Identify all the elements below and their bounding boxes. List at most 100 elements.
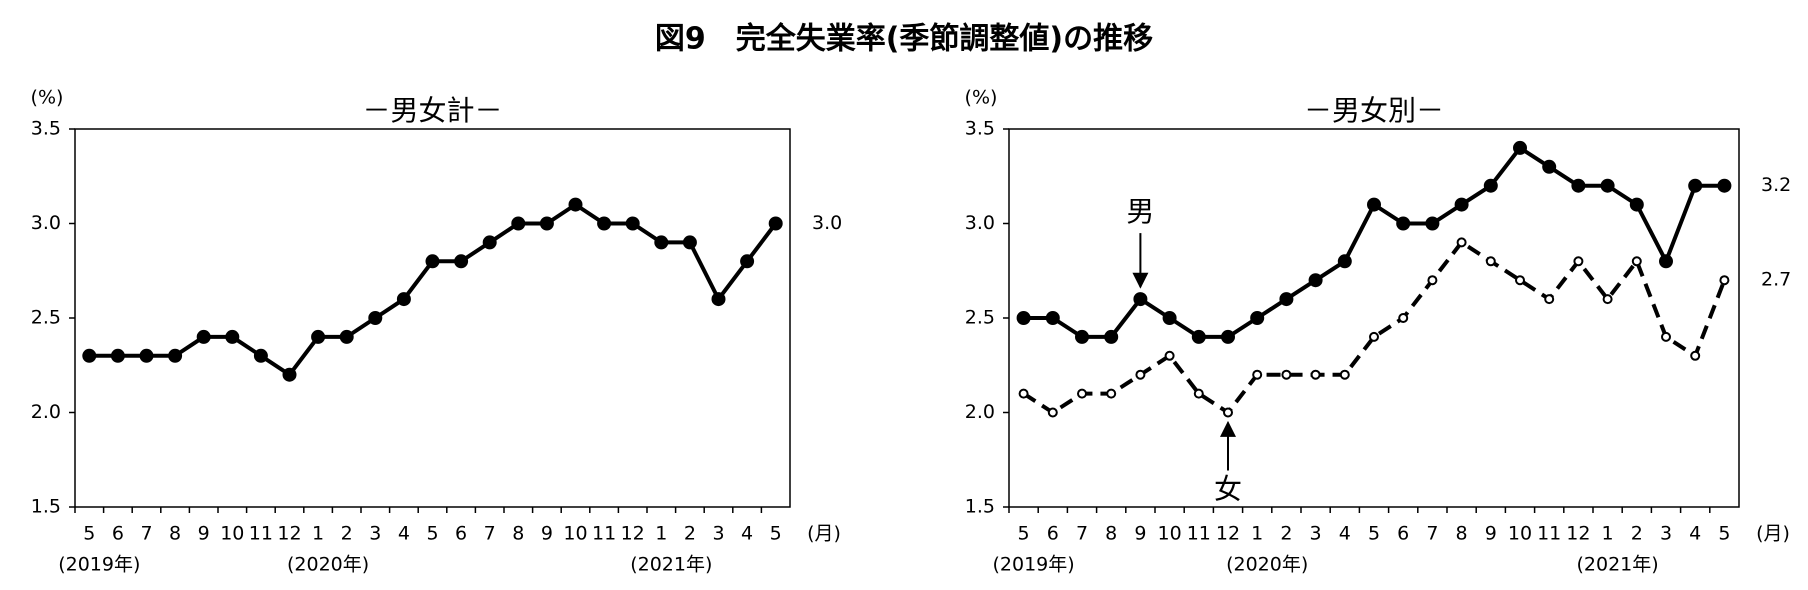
data-point bbox=[1573, 256, 1584, 267]
x-tick-label: 1 bbox=[1251, 523, 1263, 545]
data-point bbox=[482, 235, 497, 250]
data-point bbox=[1513, 140, 1527, 155]
x-tick-label: 12 bbox=[621, 523, 645, 545]
x-tick-label: 4 bbox=[1689, 523, 1701, 545]
x-tick-label: 7 bbox=[140, 523, 152, 545]
y-tick-label: 2.0 bbox=[965, 401, 995, 423]
data-point bbox=[1193, 388, 1204, 399]
y-tick-label: 3.0 bbox=[31, 212, 61, 234]
y-tick-label: 1.5 bbox=[965, 496, 995, 518]
data-point bbox=[511, 216, 526, 231]
data-point bbox=[1454, 197, 1469, 212]
year-label: (2019年) bbox=[993, 554, 1075, 576]
data-point bbox=[539, 216, 554, 231]
series-annotation: 男 bbox=[1126, 195, 1154, 228]
x-tick-label: 3 bbox=[369, 523, 381, 545]
x-tick-label: 12 bbox=[277, 523, 301, 545]
data-point bbox=[1717, 178, 1732, 193]
x-tick-label: 8 bbox=[1105, 523, 1117, 545]
x-tick-label: 11 bbox=[592, 523, 616, 545]
x-tick-label: 2 bbox=[341, 523, 353, 545]
series-annotation: 女 bbox=[1214, 473, 1242, 506]
data-point bbox=[1483, 178, 1498, 193]
data-point bbox=[1075, 329, 1089, 344]
data-point bbox=[1223, 407, 1233, 418]
x-axis-label: (月) bbox=[1756, 523, 1790, 545]
data-point bbox=[711, 292, 726, 307]
data-point bbox=[1164, 350, 1175, 361]
x-tick-label: 8 bbox=[1456, 523, 1468, 545]
data-point bbox=[1135, 369, 1146, 380]
y-tick-label: 3.0 bbox=[965, 212, 995, 234]
data-point bbox=[1690, 350, 1701, 361]
x-tick-label: 7 bbox=[1076, 523, 1088, 545]
x-tick-label: 9 bbox=[198, 523, 210, 545]
data-point bbox=[282, 367, 297, 382]
x-tick-label: 12 bbox=[1566, 523, 1590, 545]
data-point bbox=[1661, 331, 1671, 342]
data-point bbox=[1133, 292, 1148, 307]
data-point bbox=[311, 329, 326, 344]
x-tick-label: 11 bbox=[1187, 523, 1211, 545]
x-tick-label: 5 bbox=[770, 523, 782, 545]
year-label: (2021年) bbox=[630, 554, 712, 576]
data-point bbox=[454, 254, 469, 269]
data-point bbox=[1515, 275, 1525, 286]
data-point bbox=[597, 216, 612, 231]
x-tick-label: 2 bbox=[684, 523, 696, 545]
x-tick-label: 1 bbox=[1602, 523, 1614, 545]
data-point bbox=[82, 348, 97, 363]
x-tick-label: 2 bbox=[1631, 523, 1643, 545]
x-tick-label: 7 bbox=[484, 523, 496, 545]
x-tick-label: 10 bbox=[563, 523, 587, 545]
data-point bbox=[682, 235, 697, 250]
y-axis-label: (%) bbox=[31, 87, 64, 109]
x-axis-label: (月) bbox=[807, 523, 841, 545]
value-label: 2.7 bbox=[1761, 269, 1791, 291]
x-tick-label: 5 bbox=[1018, 523, 1030, 545]
data-point bbox=[1106, 388, 1117, 399]
series-line bbox=[89, 202, 778, 378]
value-label: 3.2 bbox=[1761, 174, 1791, 196]
x-tick-label: 3 bbox=[1660, 523, 1672, 545]
x-tick-label: 10 bbox=[220, 523, 244, 545]
x-tick-label: 1 bbox=[312, 523, 324, 545]
x-tick-label: 10 bbox=[1158, 523, 1182, 545]
x-tick-label: 4 bbox=[741, 523, 753, 545]
figure-title: 図9 完全失業率(季節調整値)の推移 bbox=[655, 22, 1153, 57]
y-tick-label: 2.5 bbox=[31, 307, 61, 329]
data-point bbox=[568, 197, 583, 212]
x-tick-label: 3 bbox=[1310, 523, 1322, 545]
data-point bbox=[1425, 216, 1440, 231]
data-point bbox=[1367, 197, 1381, 212]
data-point bbox=[1281, 369, 1292, 380]
x-tick-label: 6 bbox=[1397, 523, 1409, 545]
x-tick-label: 10 bbox=[1508, 523, 1532, 545]
x-tick-label: 9 bbox=[1485, 523, 1497, 545]
data-point bbox=[1427, 275, 1438, 286]
x-tick-label: 6 bbox=[1047, 523, 1059, 545]
data-point bbox=[1369, 331, 1379, 342]
data-point bbox=[1485, 256, 1496, 267]
data-point bbox=[1600, 178, 1615, 193]
chart-title: －男女別－ bbox=[1304, 94, 1444, 127]
year-label: (2020年) bbox=[287, 554, 369, 576]
y-axis-label: (%) bbox=[965, 87, 998, 109]
x-tick-label: 5 bbox=[426, 523, 438, 545]
x-tick-label: 2 bbox=[1280, 523, 1292, 545]
data-point bbox=[1104, 329, 1119, 344]
data-point bbox=[1456, 237, 1467, 248]
plot-frame bbox=[1008, 128, 1740, 508]
data-point bbox=[740, 254, 755, 269]
data-point bbox=[1221, 329, 1235, 344]
x-tick-label: 4 bbox=[398, 523, 410, 545]
year-label: (2020年) bbox=[1226, 554, 1308, 576]
year-label: (2019年) bbox=[58, 554, 140, 576]
data-point bbox=[1398, 313, 1409, 323]
data-point bbox=[1191, 329, 1206, 344]
x-tick-label: 6 bbox=[455, 523, 467, 545]
data-point bbox=[1310, 369, 1321, 380]
data-point bbox=[1162, 311, 1177, 325]
y-tick-label: 3.5 bbox=[965, 118, 995, 140]
x-tick-label: 11 bbox=[249, 523, 273, 545]
